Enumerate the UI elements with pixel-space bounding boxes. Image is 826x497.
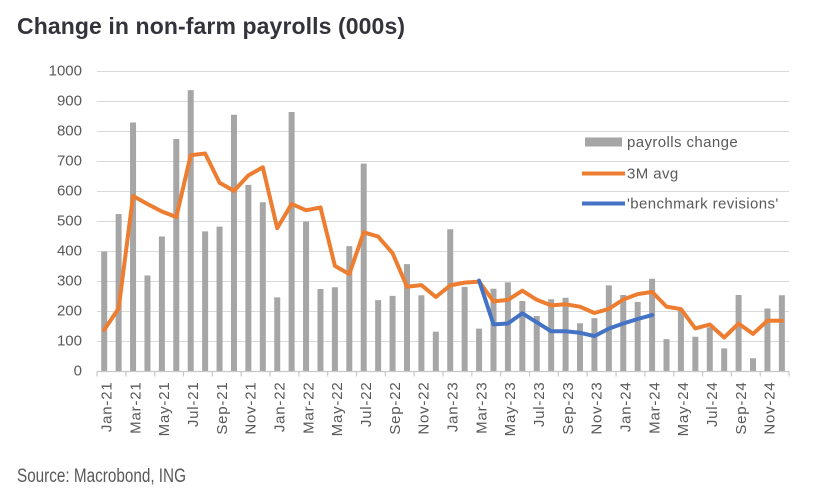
svg-text:Nov-23: Nov-23 (589, 382, 606, 435)
svg-text:May-21: May-21 (156, 382, 173, 437)
svg-text:Jul-22: Jul-22 (358, 382, 375, 428)
svg-text:Sep-23: Sep-23 (560, 382, 577, 435)
svg-text:May-23: May-23 (502, 382, 519, 437)
svg-text:Sep-22: Sep-22 (387, 382, 404, 435)
svg-text:300: 300 (57, 273, 82, 290)
svg-text:Mar-22: Mar-22 (300, 382, 317, 434)
svg-text:Jul-21: Jul-21 (185, 382, 202, 428)
svg-text:900: 900 (57, 93, 82, 110)
svg-text:600: 600 (57, 183, 82, 200)
svg-text:3M avg: 3M avg (627, 166, 679, 183)
svg-text:1000: 1000 (49, 63, 82, 80)
svg-text:Jan-23: Jan-23 (444, 382, 461, 433)
svg-text:Mar-23: Mar-23 (473, 382, 490, 434)
svg-text:Jan-22: Jan-22 (271, 382, 288, 433)
svg-text:Sep-21: Sep-21 (214, 382, 231, 435)
svg-text:500: 500 (57, 213, 82, 230)
svg-text:Jan-21: Jan-21 (98, 382, 115, 433)
svg-text:200: 200 (57, 303, 82, 320)
svg-text:700: 700 (57, 153, 82, 170)
svg-text:payrolls change: payrolls change (627, 134, 738, 151)
svg-text:'benchmark revisions': 'benchmark revisions' (627, 196, 779, 213)
svg-text:May-22: May-22 (329, 382, 346, 437)
svg-text:Nov-24: Nov-24 (762, 382, 779, 435)
svg-text:Mar-24: Mar-24 (646, 382, 663, 434)
svg-text:Jan-24: Jan-24 (617, 382, 634, 433)
svg-text:800: 800 (57, 123, 82, 140)
svg-text:0: 0 (74, 363, 82, 380)
svg-text:Nov-22: Nov-22 (416, 382, 433, 435)
svg-text:Sep-24: Sep-24 (733, 382, 750, 435)
svg-text:400: 400 (57, 243, 82, 260)
svg-text:Jul-24: Jul-24 (704, 382, 721, 428)
svg-text:Jul-23: Jul-23 (531, 382, 548, 428)
svg-text:Nov-21: Nov-21 (243, 382, 260, 435)
svg-text:May-24: May-24 (675, 382, 692, 437)
svg-text:100: 100 (57, 333, 82, 350)
svg-text:Mar-21: Mar-21 (127, 382, 144, 434)
